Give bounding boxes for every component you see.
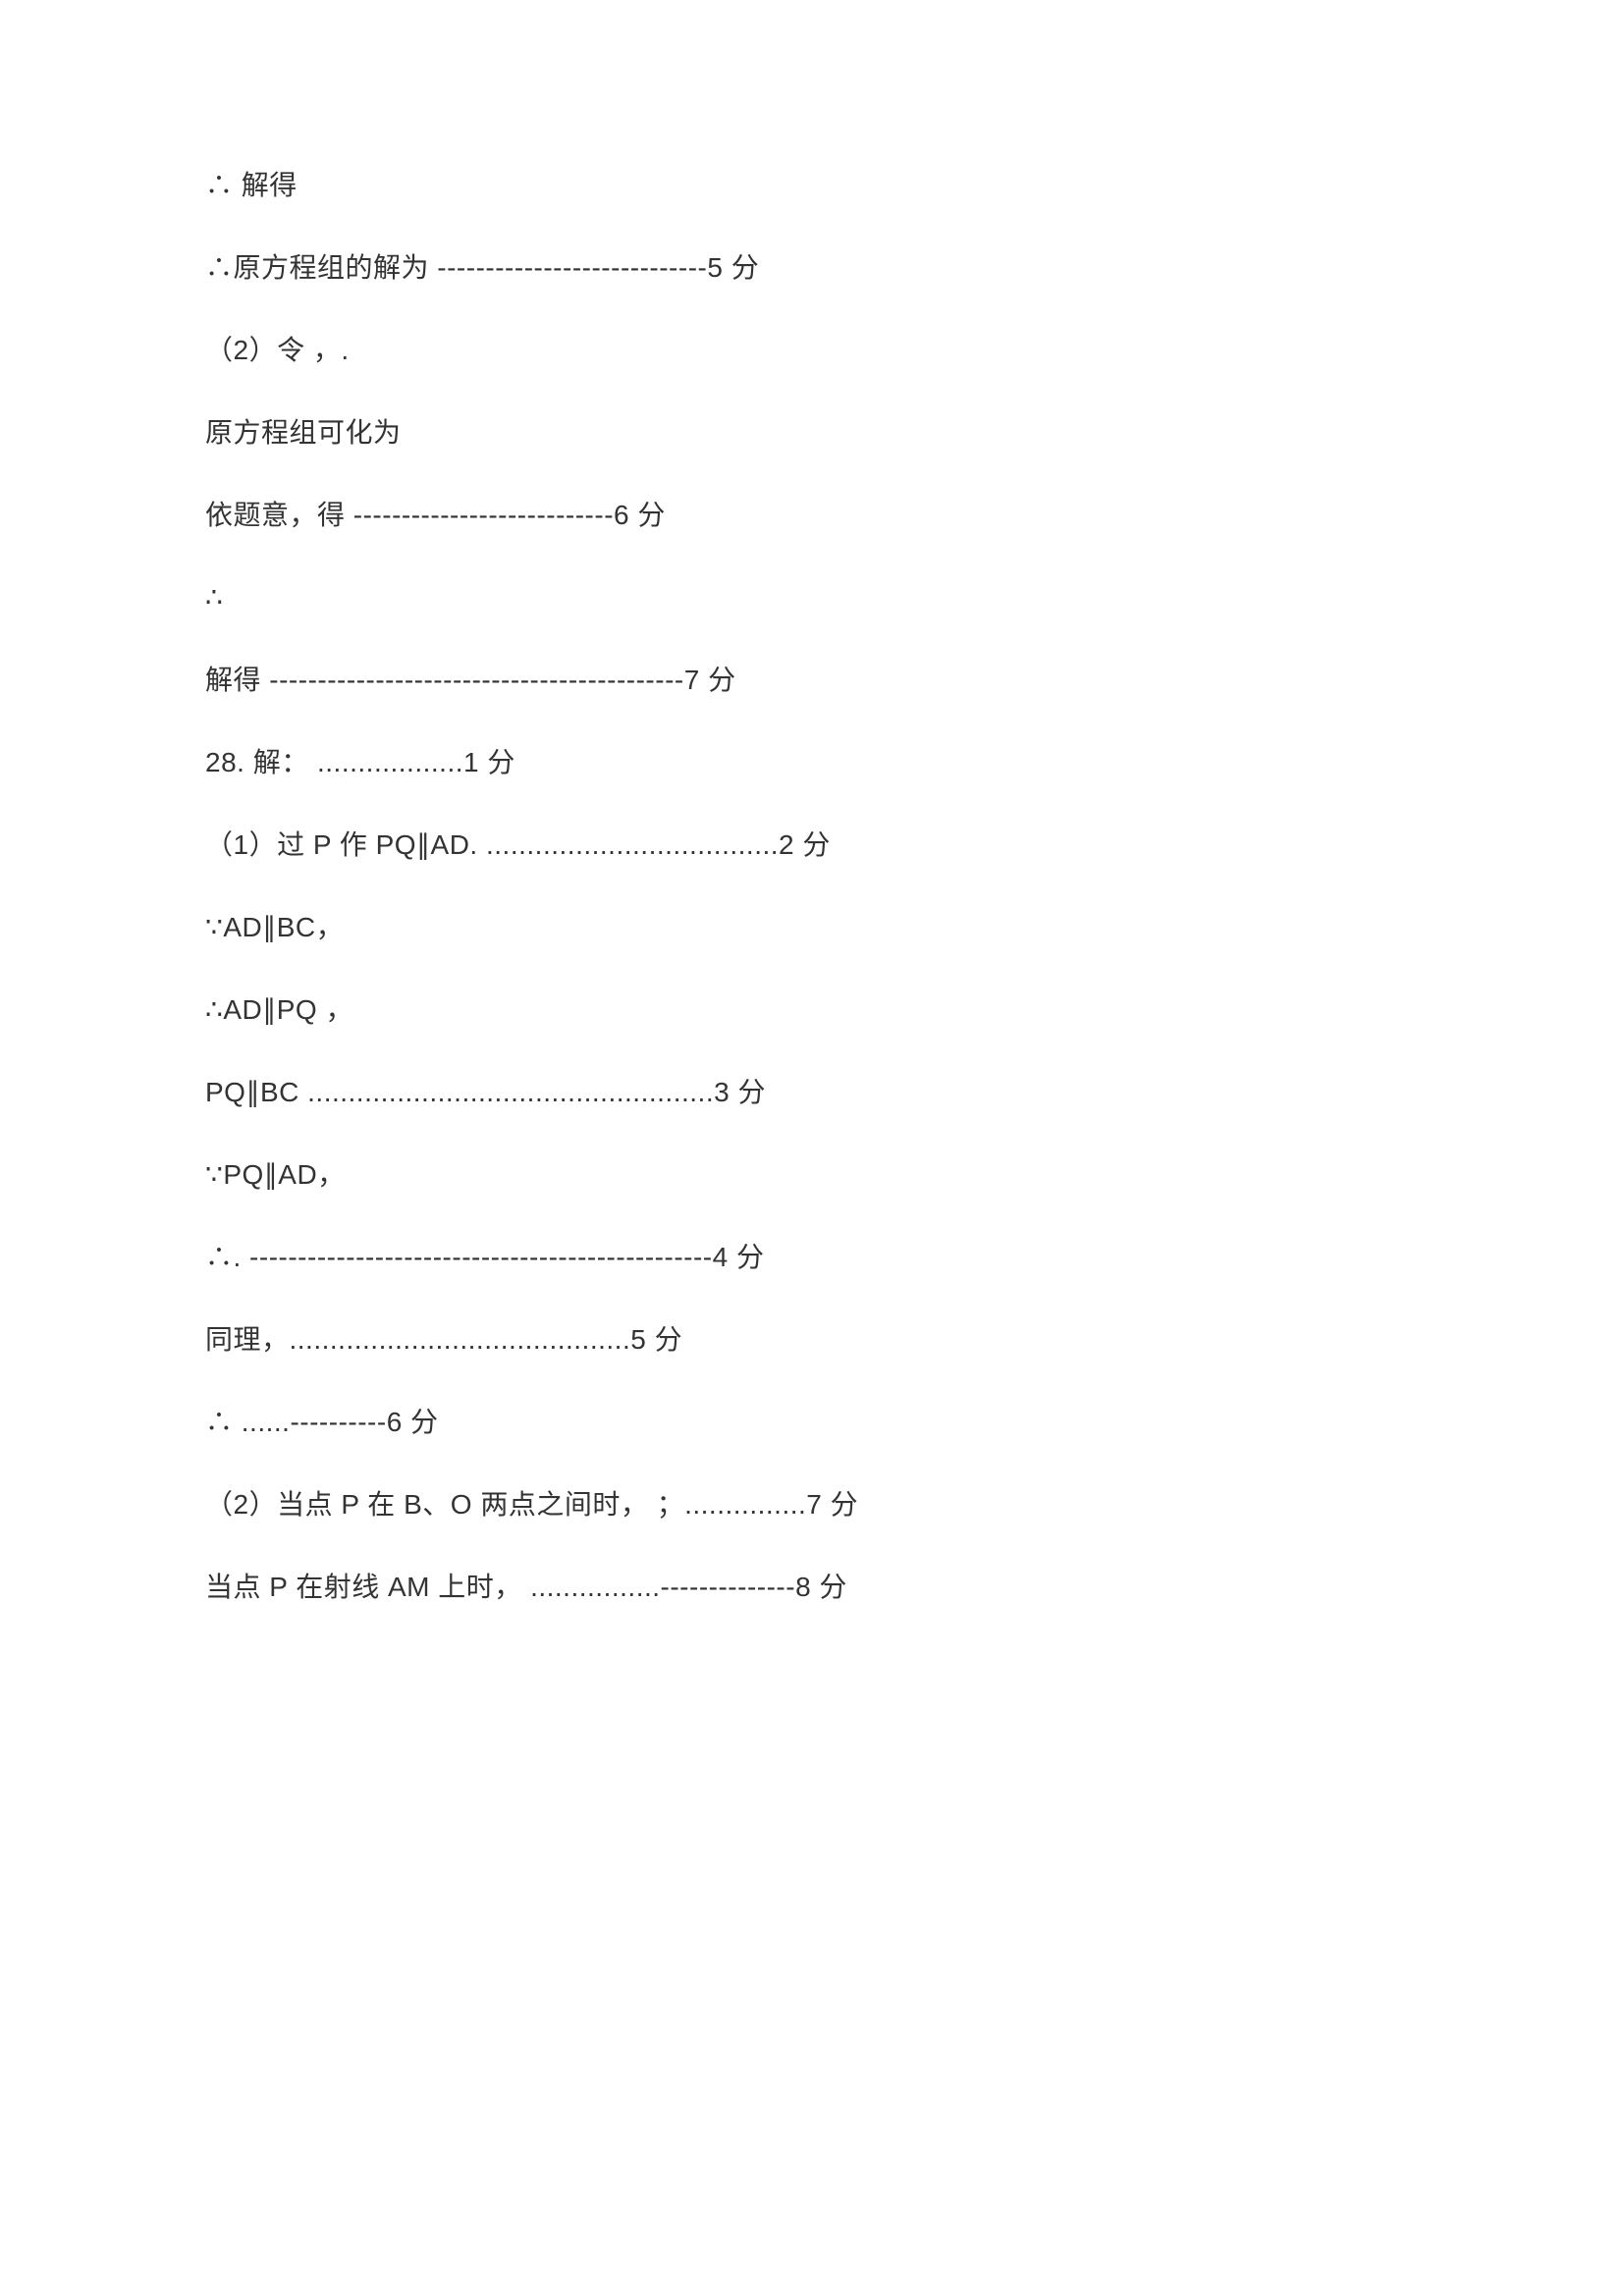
text-line: ∵PQ∥AD，	[205, 1154, 1419, 1196]
text-line: （2）当点 P 在 B、O 两点之间时， ；...............7 分	[205, 1484, 1419, 1525]
text-line: （1）过 P 作 PQ∥AD. ........................…	[205, 825, 1419, 866]
text-line: ∵AD∥BC，	[205, 907, 1419, 948]
document-content: ∴ 解得 ∴原方程组的解为 --------------------------…	[205, 165, 1419, 1649]
text-line: 依题意，得 ---------------------------6 分	[205, 495, 1419, 536]
text-line: ∴. -------------------------------------…	[205, 1237, 1419, 1278]
text-line: 28. 解： ..................1 分	[205, 742, 1419, 783]
text-line: （2）令 ，.	[205, 330, 1419, 371]
text-line: 原方程组可化为	[205, 412, 1419, 454]
text-line: ∴原方程组的解为 ----------------------------5 分	[205, 247, 1419, 289]
text-line: ∴AD∥PQ ，	[205, 989, 1419, 1031]
text-line: 解得 -------------------------------------…	[205, 660, 1419, 701]
text-line: 同理，.....................................…	[205, 1319, 1419, 1361]
text-line: ∴ ......----------6 分	[205, 1402, 1419, 1443]
text-line: ∴	[205, 577, 1419, 618]
text-line: 当点 P 在射线 AM 上时， ................--------…	[205, 1567, 1419, 1608]
text-line: PQ∥BC ..................................…	[205, 1072, 1419, 1113]
text-line: ∴ 解得	[205, 165, 1419, 206]
